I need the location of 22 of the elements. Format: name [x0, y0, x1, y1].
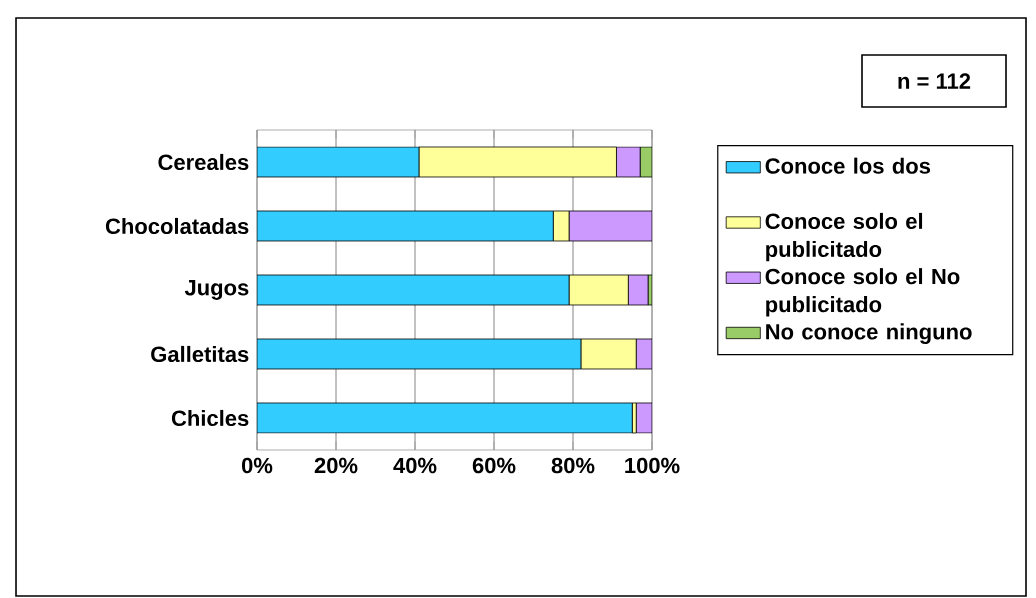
bar: [257, 402, 633, 434]
text: n = 112: [898, 73, 971, 89]
x-tick-label: 20%: [314, 457, 358, 474]
x-tick-label: 100%: [625, 457, 680, 474]
legend-label: No conoce ninguno: [766, 323, 972, 344]
x-tick-label: 60%: [472, 457, 516, 474]
y-tick-label: Jugos: [184, 280, 249, 300]
y-tick-label: Cereales: [158, 153, 249, 171]
x-tick-label: 40%: [393, 457, 437, 474]
bar: [257, 274, 570, 306]
legend-label: Conoce solo el No publicitado: [765, 268, 960, 317]
bar: [257, 210, 554, 242]
y-tick-label: Chocolatadas: [105, 217, 249, 235]
bar: [257, 338, 582, 370]
y-tick-label: Chicles: [171, 409, 249, 427]
x-tick-label: 80%: [551, 457, 595, 474]
bar: [635, 402, 653, 434]
y-tick-label: Galletitas: [151, 345, 249, 363]
legend-label: Conoce los dos: [765, 157, 931, 174]
x-tick-label: 0%: [241, 457, 273, 474]
legend-label: Conoce solo el publicitado: [765, 212, 923, 262]
bar: [257, 146, 420, 178]
